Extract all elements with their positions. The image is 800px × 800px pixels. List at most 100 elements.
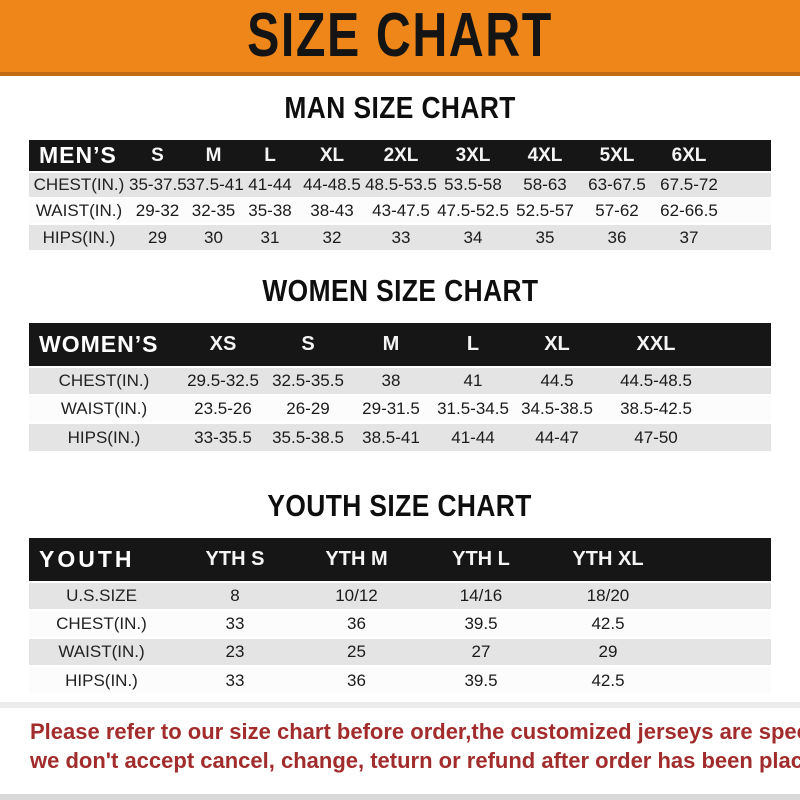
size-column-header: S <box>151 144 164 166</box>
filler-cell <box>725 172 771 198</box>
measure-value: 36 <box>347 670 366 690</box>
filler-cell <box>671 610 771 638</box>
measure-value: 35 <box>535 227 555 247</box>
measure-value: 48.5-53.5 <box>365 175 437 194</box>
measure-value: 57-62 <box>595 201 639 220</box>
measure-value: 44.5 <box>540 371 574 390</box>
women-section-title: WOMEN SIZE CHART <box>0 272 800 310</box>
size-column-header: 3XL <box>455 144 491 166</box>
measure-value: 31.5-34.5 <box>437 399 509 418</box>
measure-value: 36 <box>347 614 366 633</box>
measure-value: 29.5-32.5 <box>187 371 259 390</box>
filler-cell <box>671 666 771 694</box>
measure-row-label: U.S.SIZE <box>66 586 137 605</box>
measure-value: 33 <box>225 614 245 633</box>
measure-value: 52.5-57 <box>516 201 574 220</box>
measure-value: 14/16 <box>459 586 503 605</box>
footer-note: Please refer to our size chart before or… <box>30 717 800 775</box>
measure-value: 38 <box>381 371 401 390</box>
youth-size-table: YOUTH YTH S YTH M YTH L YTH XL U.S.SIZE 8 10/12… <box>29 538 771 694</box>
measure-value: 38.5-42.5 <box>620 399 692 418</box>
measure-value: 36 <box>607 227 627 247</box>
measure-value: 10/12 <box>335 586 378 605</box>
measure-value: 44.5-48.5 <box>620 371 692 390</box>
size-column-header: YTH XL <box>572 548 644 570</box>
filler-cell <box>671 538 771 582</box>
filler-cell <box>725 198 771 224</box>
measure-value: 63-67.5 <box>588 175 646 194</box>
measure-value: 18/20 <box>586 586 630 605</box>
size-column-header: L <box>264 144 276 166</box>
size-column-header: YTH M <box>325 548 388 570</box>
measure-value: 41 <box>463 371 483 390</box>
measure-value: 27 <box>471 642 491 661</box>
measure-row-label: WAIST(IN.) <box>58 642 145 661</box>
measure-value: 39.5 <box>464 614 498 633</box>
table-group-label: WOMEN’S <box>39 331 159 357</box>
measure-value: 62-66.5 <box>660 201 718 220</box>
size-column-header: XL <box>544 333 570 355</box>
measure-row-label: HIPS(IN.) <box>42 227 116 247</box>
size-column-header: M <box>382 333 400 355</box>
measure-value: 32.5-35.5 <box>272 371 344 390</box>
size-column-header: M <box>205 144 222 166</box>
measure-row-label: CHEST(IN.) <box>33 175 125 194</box>
banner: SIZE CHART <box>0 0 800 76</box>
measure-row-label: WAIST(IN.) <box>35 201 123 220</box>
measure-value: 35-37.5 <box>129 175 187 194</box>
measure-value: 44-47 <box>535 427 579 447</box>
footer-note-line1: Please refer to our size chart before or… <box>30 719 800 744</box>
measure-row-label: HIPS(IN.) <box>67 427 141 447</box>
youth-section-title-text: YOUTH SIZE CHART <box>267 488 533 523</box>
measure-row-label: HIPS(IN.) <box>65 670 138 690</box>
measure-row-label: CHEST(IN.) <box>56 614 147 633</box>
divider-bar <box>0 702 800 708</box>
size-column-header: 2XL <box>383 144 419 166</box>
measure-value: 43-47.5 <box>372 201 430 220</box>
size-column-header: S <box>301 333 315 355</box>
size-column-header: XS <box>209 333 237 355</box>
measure-value: 67.5-72 <box>660 175 718 194</box>
filler-cell <box>711 395 771 423</box>
filler-cell <box>671 638 771 666</box>
size-column-header: YTH L <box>452 548 510 570</box>
measure-value: 33-35.5 <box>194 427 252 447</box>
size-column-header: L <box>466 333 480 355</box>
measure-value: 37.5-41 <box>186 175 244 194</box>
man-section-title: MAN SIZE CHART <box>0 89 800 127</box>
measure-value: 8 <box>230 586 240 605</box>
measure-value: 38-43 <box>310 201 354 220</box>
table-group-label: YOUTH <box>39 546 135 572</box>
bottom-edge-strip <box>0 794 800 800</box>
page-title: SIZE CHART <box>247 1 553 70</box>
measure-value: 58-63 <box>523 175 567 194</box>
measure-value: 32-35 <box>191 201 236 220</box>
measure-value: 35.5-38.5 <box>272 427 344 447</box>
measure-row-label: CHEST(IN.) <box>58 371 150 390</box>
size-column-header: XXL <box>636 333 676 355</box>
size-column-header: 6XL <box>671 144 707 166</box>
size-column-header: XL <box>319 144 345 166</box>
measure-value: 47.5-52.5 <box>437 201 509 220</box>
filler-cell <box>725 224 771 250</box>
filler-cell <box>711 323 771 367</box>
measure-value: 42.5 <box>591 614 625 633</box>
measure-value: 35-38 <box>248 201 292 220</box>
size-column-header: 4XL <box>527 144 563 166</box>
measure-value: 23.5-26 <box>194 399 252 418</box>
measure-value: 41-44 <box>248 175 292 194</box>
filler-cell <box>711 367 771 395</box>
measure-value: 29-32 <box>135 201 180 220</box>
measure-value: 38.5-41 <box>362 427 420 447</box>
measure-row-label: WAIST(IN.) <box>60 399 148 418</box>
youth-section-title: YOUTH SIZE CHART <box>0 487 800 525</box>
measure-value: 26-29 <box>286 399 330 418</box>
measure-value: 41-44 <box>451 427 495 447</box>
measure-value: 44-48.5 <box>303 175 361 194</box>
men-size-table: MEN’S S M L XL 2XL 3XL 4XL 5XL 6XL CHEST(IN.) 35-37… <box>29 140 771 250</box>
size-column-header: 5XL <box>599 144 635 166</box>
measure-value: 33 <box>225 670 245 690</box>
measure-value: 34 <box>463 227 483 247</box>
measure-value: 29 <box>598 642 618 661</box>
